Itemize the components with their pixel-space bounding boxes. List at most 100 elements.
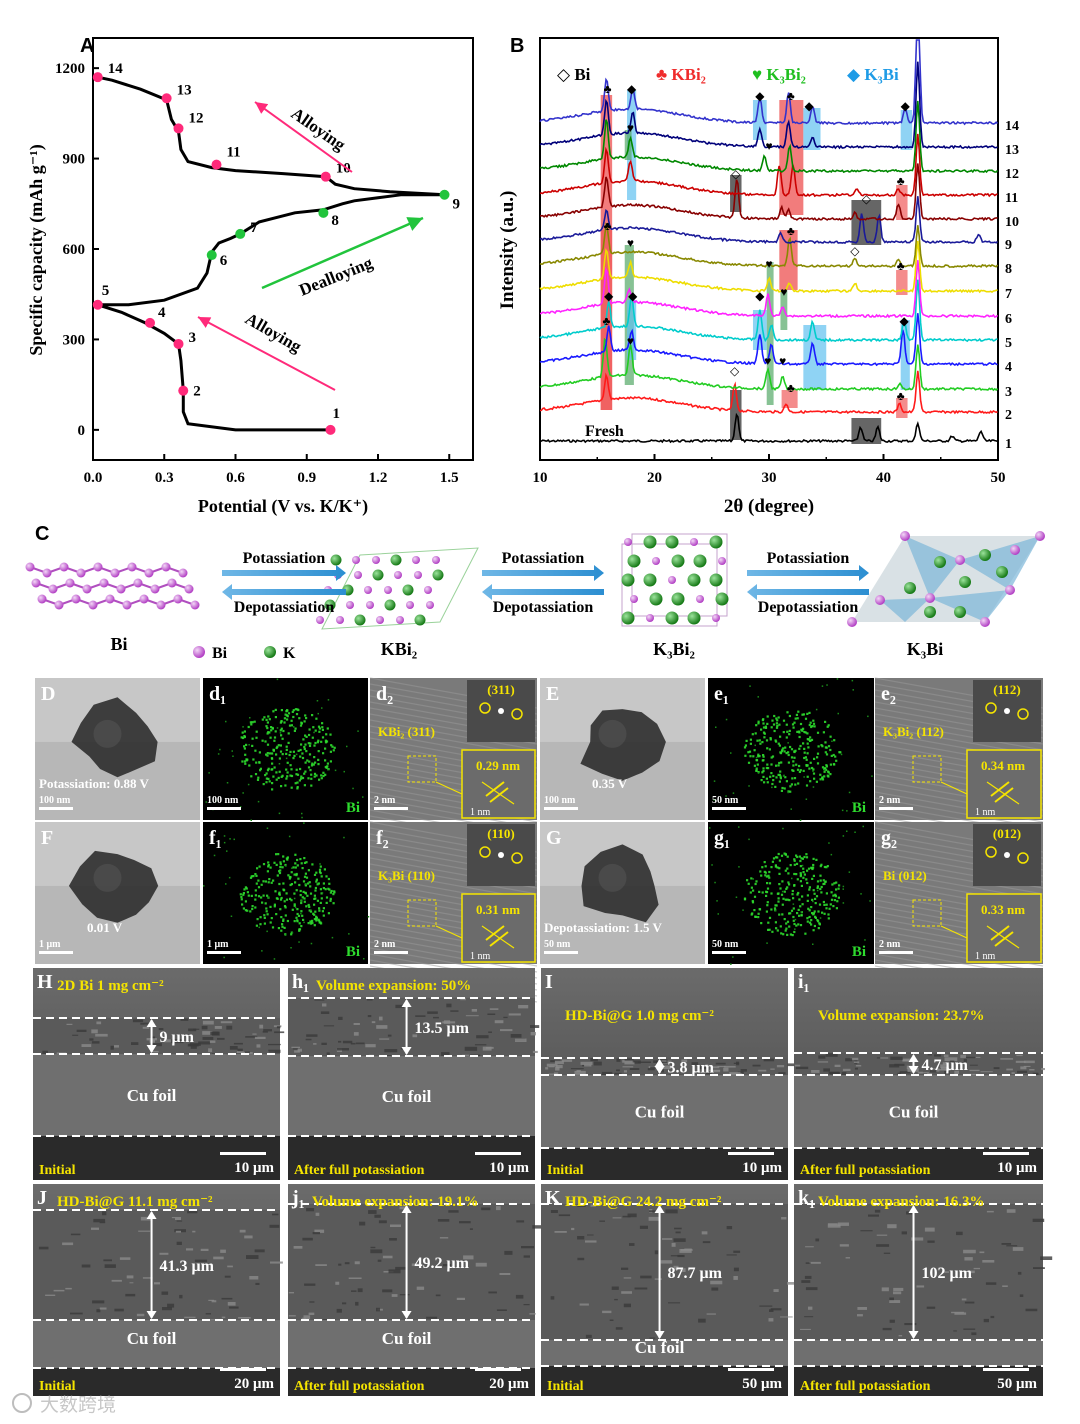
texture [254, 1249, 265, 1253]
eds-dot [798, 855, 801, 858]
eds-noise [742, 909, 744, 911]
eds-dot [288, 877, 291, 880]
depotassiation-label: Depotassiation [493, 599, 594, 616]
bi-atom [93, 562, 103, 572]
eds-dot [806, 920, 809, 923]
texture [104, 1264, 116, 1268]
k-atom [665, 535, 679, 549]
texture [770, 1308, 782, 1311]
eds-dot [775, 717, 778, 720]
eds-dot [810, 906, 813, 909]
element-label: Bi [346, 800, 360, 816]
texture [577, 1205, 586, 1207]
eds-dot [817, 920, 820, 923]
eds-dot [244, 762, 247, 765]
texture [294, 1050, 300, 1053]
eds-dot [777, 764, 780, 767]
texture [579, 1303, 589, 1306]
texture [660, 1260, 673, 1264]
eds-dot [287, 874, 290, 877]
eds-dot [743, 746, 747, 749]
point-label: 7 [250, 220, 258, 236]
texture [415, 1015, 426, 1017]
eds-noise [249, 717, 251, 719]
eds-dot [257, 776, 260, 779]
phase-marker: ◇ [850, 244, 860, 258]
phase-marker: ♥ [764, 354, 771, 368]
eds-noise [787, 742, 789, 744]
eds-dot [307, 903, 310, 907]
thickness-arrow-head [401, 1205, 412, 1213]
texture [99, 1221, 106, 1224]
texture [377, 1308, 383, 1311]
texture [376, 1025, 388, 1029]
eds-dot [805, 853, 808, 856]
eds-dot [836, 900, 839, 903]
scale-bar [728, 1152, 774, 1155]
eds-dot [832, 763, 835, 766]
eds-dot [823, 882, 826, 885]
texture [818, 1055, 826, 1059]
texture [530, 1025, 540, 1028]
fft-spot [985, 702, 997, 714]
eds-dot [796, 855, 799, 859]
texture [306, 1208, 315, 1212]
panel-letter: G [546, 827, 562, 849]
eds-noise [862, 807, 865, 809]
eds-dot [318, 868, 322, 871]
texture [256, 1044, 261, 1048]
x-tick-label: 0.9 [297, 470, 316, 486]
eds-dot [813, 892, 816, 895]
eds-dot [799, 744, 802, 748]
panel-b-markers: ♣ ◆ ◆ ♣◆ ◆♥♥◇ ♣◇♣♥♣♥♥◇♣◆ ◆ ◆◆♣♥◇♥ ♥♣♣ [602, 82, 910, 403]
fresh-label: Fresh [585, 423, 624, 440]
eds-dot [799, 873, 802, 876]
scale-bar [374, 807, 408, 810]
eds-dot [264, 902, 267, 905]
lattice-fringe [874, 941, 1044, 973]
eds-noise [748, 785, 750, 787]
texture [574, 1070, 586, 1075]
texture [143, 1022, 154, 1025]
bi-atom [48, 584, 58, 594]
eds-dot [253, 720, 256, 723]
texture [459, 1221, 471, 1224]
eds-dot [751, 733, 754, 736]
eds-dot [287, 741, 290, 744]
bi-atom [718, 557, 726, 565]
alloying-arrow-bottom [197, 316, 336, 391]
texture [508, 1013, 521, 1016]
eds-dot [798, 735, 801, 739]
panel-c-letter: C [35, 523, 49, 545]
eds-dot [811, 877, 814, 880]
eds-noise [711, 864, 713, 866]
texture [377, 1259, 382, 1262]
eds-dot [314, 761, 317, 764]
eds-dot [778, 780, 781, 783]
eds-noise [757, 696, 759, 698]
bi-atom [167, 578, 177, 588]
eds-dot [814, 902, 817, 905]
texture [313, 1043, 317, 1045]
texture [787, 1063, 797, 1067]
eds-dot [309, 885, 312, 888]
texture [805, 1287, 818, 1291]
phase-marker: ♥ [765, 257, 772, 271]
depotassiation-arrow [222, 584, 346, 600]
eds-dot [792, 907, 795, 910]
eds-dot [304, 714, 307, 717]
eds-dot [310, 784, 313, 787]
texture [1023, 1065, 1031, 1067]
texture [876, 1234, 888, 1236]
eds-dot [311, 863, 314, 866]
eds-dot [754, 915, 757, 918]
eds-dot [274, 890, 277, 893]
eds-noise [242, 792, 244, 794]
eds-dot [816, 752, 820, 755]
eds-dot [301, 896, 304, 899]
eds-dot [313, 924, 316, 927]
eds-noise [225, 883, 227, 885]
eds-noise [298, 941, 300, 943]
texture [805, 1262, 811, 1264]
